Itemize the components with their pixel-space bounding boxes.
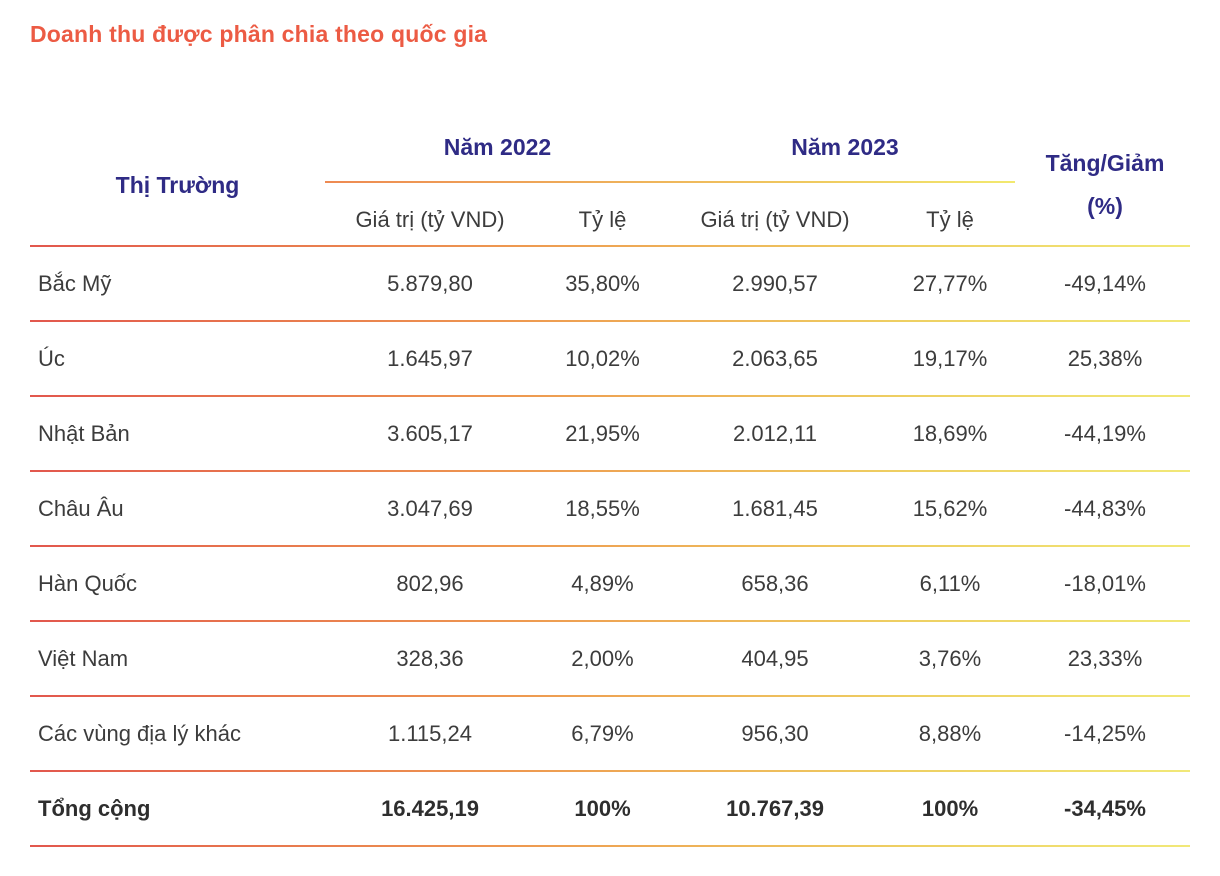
change-cell: -14,25% <box>1064 720 1146 746</box>
table-row: Bắc Mỹ 5.879,80 35,80% 2.990,57 27,77% -… <box>30 247 1190 320</box>
total-change-cell: -34,45% <box>1064 795 1146 821</box>
table-row: Các vùng địa lý khác 1.115,24 6,79% 956,… <box>30 697 1190 770</box>
total-ratio-2023-cell: 100% <box>921 795 979 821</box>
change-header-line2: (%) <box>1087 193 1123 219</box>
value-2022-cell: 3.047,69 <box>387 495 473 521</box>
column-header-market: Thị Trường <box>115 171 240 198</box>
row-separator <box>30 245 1190 247</box>
ratio-2023-cell: 18,69% <box>912 420 988 446</box>
row-separator <box>30 320 1190 322</box>
value-2023-cell: 2.012,11 <box>732 420 817 446</box>
ratio-2022-cell: 4,89% <box>571 570 634 596</box>
table-row: Úc 1.645,97 10,02% 2.063,65 19,17% 25,38… <box>30 322 1190 395</box>
ratio-2022-cell: 6,79% <box>571 720 634 746</box>
ratio-2023-cell: 6,11% <box>919 570 981 596</box>
ratio-2023-cell: 19,17% <box>912 345 988 371</box>
ratio-2022-cell: 2,00% <box>571 645 634 671</box>
ratio-2023-cell: 8,88% <box>918 720 982 746</box>
change-cell: -44,19% <box>1064 420 1146 446</box>
page-title: Doanh thu được phân chia theo quốc gia <box>30 21 488 47</box>
value-2022-cell: 5.879,80 <box>387 270 473 296</box>
market-cell: Úc <box>38 345 65 371</box>
market-cell: Nhật Bản <box>38 420 130 446</box>
table-row: Việt Nam 328,36 2,00% 404,95 3,76% 23,33… <box>30 622 1190 695</box>
row-separator <box>30 695 1190 697</box>
value-2023-cell: 658,36 <box>741 570 809 596</box>
table-total-row: Tổng cộng 16.425,19 100% 10.767,39 100% … <box>30 772 1190 845</box>
row-separator <box>30 545 1190 547</box>
column-group-header-year-2023: Năm 2023 <box>791 134 899 160</box>
ratio-2022-cell: 21,95% <box>565 420 640 446</box>
column-header-change-percent: Tăng/Giảm (%) <box>1020 125 1190 245</box>
change-cell: -18,01% <box>1064 570 1146 596</box>
market-cell: Bắc Mỹ <box>38 270 112 296</box>
change-cell: -49,14% <box>1064 270 1146 296</box>
total-label-cell: Tổng cộng <box>38 795 151 821</box>
value-2023-cell: 2.990,57 <box>732 270 818 296</box>
ratio-2023-cell: 15,62% <box>912 495 988 521</box>
value-2022-cell: 328,36 <box>396 645 464 671</box>
change-cell: -44,83% <box>1064 495 1146 521</box>
row-separator <box>30 620 1190 622</box>
ratio-2023-cell: 3,76% <box>918 645 982 671</box>
change-cell: 23,33% <box>1067 645 1143 671</box>
value-2022-cell: 3.605,17 <box>387 420 473 446</box>
value-2023-cell: 2.063,65 <box>732 345 818 371</box>
subheader-ratio-2022: Tỷ lệ <box>578 206 627 232</box>
market-cell: Châu Âu <box>38 495 124 521</box>
year-group-underline <box>325 181 1015 183</box>
subheader-ratio-2023: Tỷ lệ <box>926 206 974 232</box>
total-value-2022-cell: 16.425,19 <box>381 795 479 821</box>
ratio-2022-cell: 35,80% <box>565 270 640 296</box>
value-2023-cell: 1.681,45 <box>732 495 818 521</box>
subheader-value-2022: Giá trị (tỷ VND) <box>355 206 505 232</box>
row-separator <box>30 395 1190 397</box>
value-2023-cell: 956,30 <box>741 720 809 746</box>
ratio-2022-cell: 10,02% <box>565 345 640 371</box>
table-bottom-border <box>30 845 1190 847</box>
market-cell: Việt Nam <box>38 645 129 671</box>
market-cell: Hàn Quốc <box>38 570 138 596</box>
value-2023-cell: 404,95 <box>741 645 809 671</box>
revenue-by-country-table: Thị Trường Năm 2022 Năm 2023 Tăng/Giảm (… <box>30 125 1190 847</box>
table-row: Nhật Bản 3.605,17 21,95% 2.012,11 18,69%… <box>30 397 1190 470</box>
subheader-value-2023: Giá trị (tỷ VND) <box>700 206 850 232</box>
table-row: Hàn Quốc 802,96 4,89% 658,36 6,11% -18,0… <box>30 547 1190 620</box>
value-2022-cell: 1.115,24 <box>387 720 472 746</box>
market-cell: Các vùng địa lý khác <box>38 720 241 746</box>
total-ratio-2022-cell: 100% <box>574 795 631 821</box>
ratio-2022-cell: 18,55% <box>565 495 640 521</box>
column-group-header-year-2022: Năm 2022 <box>443 134 552 160</box>
change-cell: 25,38% <box>1067 345 1143 371</box>
value-2022-cell: 802,96 <box>396 570 464 596</box>
total-value-2023-cell: 10.767,39 <box>726 795 824 821</box>
row-separator <box>30 770 1190 772</box>
ratio-2023-cell: 27,77% <box>912 270 988 296</box>
row-separator <box>30 470 1190 472</box>
table-header: Thị Trường Năm 2022 Năm 2023 Tăng/Giảm (… <box>30 125 1190 245</box>
change-header-line1: Tăng/Giảm <box>1045 150 1165 176</box>
table-row: Châu Âu 3.047,69 18,55% 1.681,45 15,62% … <box>30 472 1190 545</box>
value-2022-cell: 1.645,97 <box>387 345 473 371</box>
